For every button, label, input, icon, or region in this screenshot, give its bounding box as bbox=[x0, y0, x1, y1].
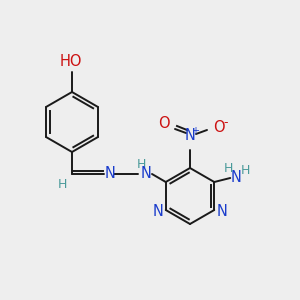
Text: HO: HO bbox=[60, 55, 82, 70]
Text: O: O bbox=[158, 116, 170, 131]
Text: H: H bbox=[136, 158, 146, 170]
Text: N: N bbox=[217, 205, 228, 220]
Text: N: N bbox=[105, 166, 116, 181]
Text: +: + bbox=[191, 126, 199, 136]
Text: H: H bbox=[241, 164, 250, 176]
Text: N: N bbox=[184, 128, 195, 143]
Text: H: H bbox=[224, 161, 233, 175]
Text: N: N bbox=[141, 167, 152, 182]
Text: O: O bbox=[213, 121, 225, 136]
Text: H: H bbox=[57, 178, 67, 190]
Text: N: N bbox=[152, 205, 163, 220]
Text: N: N bbox=[231, 170, 242, 185]
Text: -: - bbox=[224, 116, 228, 130]
